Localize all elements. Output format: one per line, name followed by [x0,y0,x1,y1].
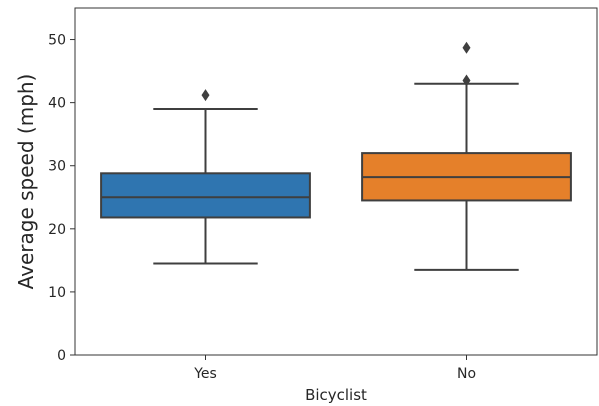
box-yes [100,89,311,265]
y-tick-label: 40 [48,96,66,112]
box-no [361,41,572,271]
x-tick-label: Yes [193,366,217,382]
y-tick-label: 10 [48,285,66,301]
box-series [100,41,572,271]
x-axis-ticks: Yes No [193,355,476,382]
y-axis-label: Average speed (mph) [14,74,38,290]
outlier-point [462,74,471,87]
y-tick-label: 30 [48,159,66,175]
x-axis-label: Bicyclist [305,386,367,404]
box-iqr [100,172,311,219]
y-tick-label: 20 [48,222,66,238]
plot-area-frame [74,7,598,356]
y-tick-label: 50 [48,33,66,49]
x-tick-label: No [457,366,476,382]
outlier-point [201,89,210,102]
y-axis-ticks: 0 10 20 30 40 50 [48,33,75,364]
y-tick-label: 0 [57,348,66,364]
outlier-point [462,41,471,54]
